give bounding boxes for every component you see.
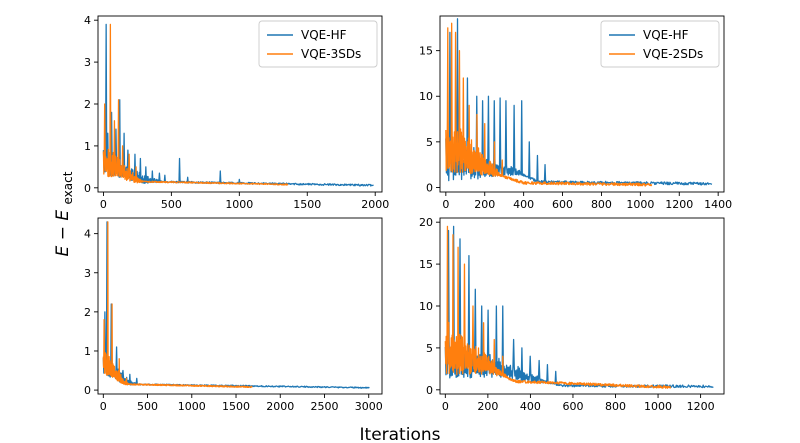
x-tick-label: 600 [552, 198, 573, 211]
x-tick-label: 3000 [355, 400, 383, 413]
x-tick-label: 1000 [178, 400, 206, 413]
legend: VQE-HF VQE-3SDs [258, 20, 378, 68]
y-axis-label-e: E [53, 245, 73, 256]
y-tick-label: 3 [84, 56, 91, 69]
axes-frame [439, 15, 725, 193]
x-tick-label: 400 [520, 400, 541, 413]
y-tick-label: 15 [419, 45, 433, 58]
y-tick-label: 3 [84, 267, 91, 280]
y-tick-label: 4 [84, 228, 91, 241]
x-tick-label: 800 [605, 400, 626, 413]
x-tick-label: 500 [161, 198, 182, 211]
plot-area [444, 225, 714, 389]
y-tick-label: 2 [84, 306, 91, 319]
series-line-vqe-2sds [102, 221, 253, 389]
legend-label: VQE-3SDs [301, 47, 361, 61]
panel-top-right: 0 200 400 600 800 1000 1200 1400051015VQE-HFVQE… [419, 15, 732, 211]
y-tick-label: 1 [84, 140, 91, 153]
legend: VQE-HF VQE-2SDs [600, 20, 720, 68]
x-tick-label: 1500 [293, 198, 321, 211]
y-tick-label: 0 [426, 384, 433, 397]
y-axis-label-minus: − [53, 221, 73, 241]
series-line-vqe-2sds [444, 225, 672, 389]
y-tick-label: 0 [84, 384, 91, 397]
x-tick-label: 400 [513, 198, 534, 211]
x-tick-label: 0 [100, 198, 107, 211]
plot-area [102, 23, 374, 187]
y-tick-label: 4 [84, 14, 91, 27]
x-tick-label: 1000 [644, 400, 672, 413]
svg-text:E − E exac: E − E exact [53, 171, 75, 256]
y-axis-label-subscript: exact [61, 171, 75, 204]
plot-area [445, 18, 713, 187]
x-tick-label: 500 [137, 400, 158, 413]
panel-top-left: 0 500 1000 1500 2000 0 1 2 3 4 VQE-HF VQE-3SDs [84, 14, 389, 211]
x-tick-label: 0 [100, 400, 107, 413]
x-tick-label: 1500 [222, 400, 250, 413]
y-tick-label: 0 [84, 182, 91, 195]
legend-label: VQE-2SDs [643, 47, 703, 61]
y-tick-label: 15 [419, 258, 433, 271]
x-tick-label: 2500 [310, 400, 338, 413]
x-axis-label: Iterations [360, 425, 441, 443]
x-tick-label: 0 [442, 400, 449, 413]
x-tick-label: 200 [474, 198, 495, 211]
axes-frame [97, 217, 383, 395]
panel-bottom-right: 0 200 400 600 800 1000 1200 0 5 10 15 20 [419, 216, 725, 413]
y-tick-label: 5 [426, 136, 433, 149]
x-tick-label: 2000 [266, 400, 294, 413]
plot-area [102, 221, 370, 389]
x-tick-label: 0 [442, 198, 449, 211]
series-line-vqe-2sds [445, 22, 653, 187]
x-tick-label: 200 [477, 400, 498, 413]
x-tick-label: 1400 [704, 198, 732, 211]
x-tick-label: 600 [562, 400, 583, 413]
y-axis-label-e2: E [53, 210, 73, 221]
y-tick-label: 10 [419, 300, 433, 313]
series-line-vqe-3sds [102, 23, 289, 186]
y-tick-label: 0 [426, 181, 433, 194]
x-tick-label: 1000 [225, 198, 253, 211]
y-axis-label: E − E exact [53, 171, 75, 256]
legend-label: VQE-HF [301, 28, 347, 42]
y-tick-label: 20 [419, 216, 433, 229]
x-tick-label: 800 [591, 198, 612, 211]
x-tick-label: 2000 [361, 198, 389, 211]
panel-bottom-left: 0 500 1000 1500 2000 2500 3000 0 1 2 3 4 [84, 217, 383, 413]
x-tick-label: 1200 [687, 400, 715, 413]
y-tick-label: 1 [84, 345, 91, 358]
y-tick-label: 10 [419, 90, 433, 103]
x-tick-label: 1200 [665, 198, 693, 211]
x-tick-label: 1000 [626, 198, 654, 211]
y-tick-label: 2 [84, 98, 91, 111]
y-tick-label: 5 [426, 342, 433, 355]
legend-label: VQE-HF [643, 28, 689, 42]
